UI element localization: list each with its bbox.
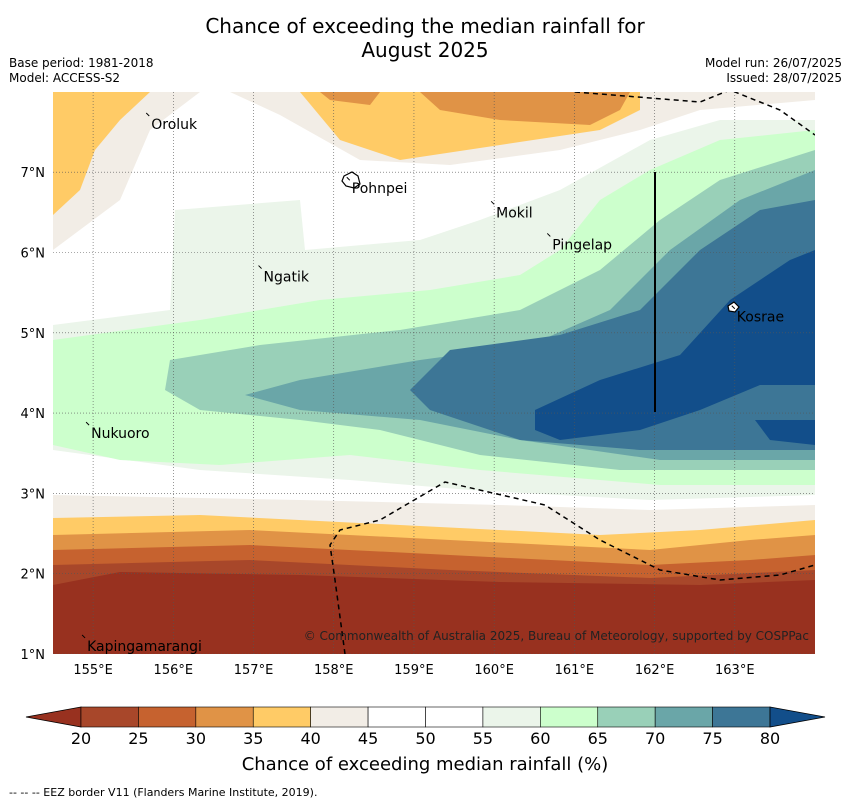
contour-45-north bbox=[53, 92, 815, 250]
place-marker bbox=[346, 176, 351, 181]
contour-40-north bbox=[53, 92, 150, 215]
model-label: Model: ACCESS-S2 bbox=[9, 71, 121, 85]
colorbar-bin bbox=[310, 706, 369, 728]
colorbar-bin bbox=[252, 706, 311, 728]
colorbar bbox=[25, 706, 826, 728]
lon-tick-label: 161°E bbox=[555, 663, 595, 678]
lat-tick-label: 2°N bbox=[21, 568, 46, 583]
place-label-kosrae: Kosrae bbox=[737, 310, 784, 326]
colorbar-bin bbox=[138, 706, 197, 728]
lat-tick-label: 5°N bbox=[21, 327, 46, 342]
place-label-kapingamarangi: Kapingamarangi bbox=[87, 639, 202, 655]
map-title-line1: Chance of exceeding the median rainfall … bbox=[205, 14, 645, 38]
place-marker bbox=[81, 634, 86, 639]
colorbar-tick-label: 80 bbox=[759, 729, 781, 748]
axis-labels: 155°E 156°E 157°E 158°E 159°E 160°E 161°E 162°E… bbox=[21, 166, 755, 678]
colorbar-tick-label: 55 bbox=[472, 729, 494, 748]
place-marker bbox=[258, 265, 262, 269]
lat-tick-label: 1°N bbox=[21, 648, 46, 663]
contour-80 bbox=[535, 250, 815, 445]
lat-tick-label: 6°N bbox=[21, 247, 46, 262]
eez-footnote: -- -- -- EEZ border V11 (Flanders Marine… bbox=[9, 786, 318, 799]
colorbar-tick-label: 70 bbox=[644, 729, 666, 748]
colorbar-bin bbox=[195, 706, 254, 728]
place-marker bbox=[731, 305, 736, 310]
colorbar-bin bbox=[597, 706, 656, 728]
issued-label: Issued: 28/07/2025 bbox=[726, 71, 842, 85]
place-label-mokil: Mokil bbox=[496, 205, 533, 221]
copyright-notice: © Commonwealth of Australia 2025, Bureau… bbox=[303, 629, 809, 643]
colorbar-tick-label: 40 bbox=[300, 729, 321, 748]
lon-tick-label: 159°E bbox=[394, 663, 434, 678]
colorbar-tick-label: 30 bbox=[185, 729, 207, 748]
colorbar-tick-label: 50 bbox=[415, 729, 436, 748]
place-marker bbox=[546, 233, 551, 237]
colorbar-tick-label: 45 bbox=[357, 729, 379, 748]
place-marker bbox=[490, 200, 495, 205]
place-label-nukuoro: Nukuoro bbox=[91, 426, 149, 442]
colorbar-tick-label: 25 bbox=[128, 729, 149, 748]
model-run-label: Model run: 26/07/2025 bbox=[704, 56, 842, 70]
colorbar-min-extension bbox=[25, 706, 82, 728]
lat-tick-label: 4°N bbox=[21, 407, 46, 422]
place-marker bbox=[145, 112, 150, 117]
lon-tick-label: 162°E bbox=[635, 663, 675, 678]
colorbar-bin bbox=[540, 706, 599, 728]
colorbar-bin bbox=[654, 706, 713, 728]
place-marker bbox=[85, 421, 90, 426]
pohnpei-island bbox=[341, 171, 361, 189]
map-title-line2: August 2025 bbox=[361, 38, 489, 62]
lon-tick-label: 160°E bbox=[474, 663, 514, 678]
colorbar-bin bbox=[712, 706, 771, 728]
place-label-ngatik: Ngatik bbox=[264, 270, 310, 286]
place-label-pohnpei: Pohnpei bbox=[352, 181, 408, 197]
place-labels: Oroluk Pohnpei Mokil Pingelap Ngatik Kosrae Nu… bbox=[81, 112, 784, 655]
eez-border-north bbox=[574, 92, 815, 136]
colorbar-tick-label: 75 bbox=[702, 729, 723, 748]
lon-tick-label: 156°E bbox=[154, 663, 194, 678]
lon-tick-label: 163°E bbox=[715, 663, 755, 678]
eez-border-south bbox=[329, 481, 815, 654]
colorbar-tick-label: 65 bbox=[587, 729, 608, 748]
lon-tick-label: 158°E bbox=[314, 663, 354, 678]
colorbar-bin bbox=[367, 706, 426, 728]
colorbar-label: Chance of exceeding median rainfall (%) bbox=[241, 754, 609, 775]
colorbar-tick-label: 20 bbox=[70, 729, 92, 748]
colorbar-tick-label: 35 bbox=[243, 729, 264, 748]
lat-tick-label: 3°N bbox=[21, 487, 46, 502]
base-period-label: Base period: 1981-2018 bbox=[9, 56, 154, 70]
colorbar-bin bbox=[425, 706, 484, 728]
place-label-oroluk: Oroluk bbox=[151, 117, 198, 133]
lat-tick-label: 7°N bbox=[21, 166, 46, 181]
colorbar-tick-label: 60 bbox=[530, 729, 551, 748]
colorbar-bin bbox=[80, 706, 139, 728]
contour-field bbox=[53, 92, 815, 654]
lon-tick-label: 155°E bbox=[73, 663, 113, 678]
contour-20-south bbox=[53, 572, 815, 654]
colorbar-bin bbox=[482, 706, 541, 728]
lon-tick-label: 157°E bbox=[234, 663, 274, 678]
contour-35-north bbox=[320, 92, 630, 125]
gridlines bbox=[53, 92, 815, 654]
colorbar-max-extension bbox=[769, 706, 826, 728]
place-label-pingelap: Pingelap bbox=[552, 237, 612, 253]
